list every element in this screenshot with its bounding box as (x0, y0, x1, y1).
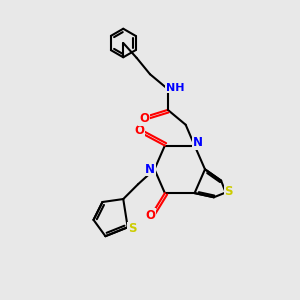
Text: N: N (145, 163, 155, 176)
Text: N: N (193, 136, 202, 149)
Text: S: S (224, 184, 233, 197)
Text: O: O (145, 209, 155, 222)
Text: S: S (128, 222, 136, 235)
Text: NH: NH (166, 82, 184, 93)
Text: O: O (135, 124, 145, 137)
Text: O: O (139, 112, 149, 125)
